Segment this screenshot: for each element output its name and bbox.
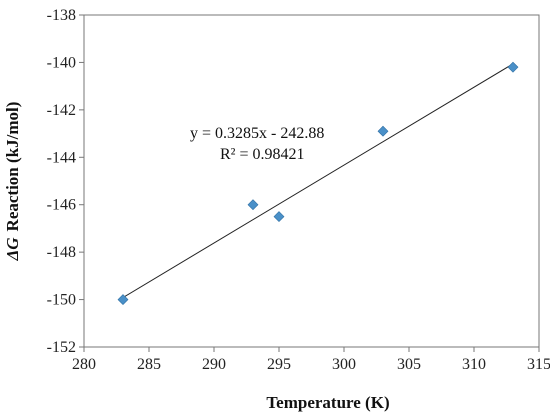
data-point bbox=[507, 61, 519, 73]
x-tick-label: 310 bbox=[462, 356, 486, 373]
y-axis-title-symbol: ΔG bbox=[3, 237, 22, 262]
data-point bbox=[247, 199, 259, 211]
trendline-equation: y = 0.3285x - 242.88 bbox=[190, 125, 324, 142]
x-tick-label: 295 bbox=[267, 356, 291, 373]
x-tick-label: 290 bbox=[202, 356, 226, 373]
y-tick-label: -150 bbox=[47, 292, 76, 309]
x-tick-label: 280 bbox=[72, 356, 96, 373]
y-axis-title: ΔG Reaction (kJ/mol) bbox=[3, 102, 22, 262]
y-tick-label: -148 bbox=[47, 244, 76, 261]
axis-ticks: 280 285 290 295 300 305 310 315 -138 -140 -142 -144… bbox=[47, 7, 550, 373]
x-axis-title: Temperature (K) bbox=[266, 393, 389, 412]
trendline-group bbox=[122, 63, 514, 298]
x-tick-label: 285 bbox=[137, 356, 161, 373]
y-axis-title-text: Reaction (kJ/mol) bbox=[3, 102, 22, 232]
y-tick-label: -144 bbox=[47, 149, 76, 166]
trendline bbox=[122, 63, 514, 298]
data-point bbox=[117, 294, 129, 305]
data-points bbox=[117, 61, 519, 305]
data-point bbox=[377, 125, 389, 137]
x-tick-label: 315 bbox=[527, 356, 550, 373]
x-tick-label: 305 bbox=[397, 356, 421, 373]
y-tick-label: -152 bbox=[47, 339, 76, 356]
data-point bbox=[273, 211, 285, 222]
y-tick-label: -142 bbox=[47, 102, 76, 119]
y-tick-label: -146 bbox=[47, 197, 76, 214]
plot-area bbox=[83, 14, 540, 348]
y-tick-label: -140 bbox=[47, 54, 76, 71]
trendline-r2: R² = 0.98421 bbox=[220, 146, 305, 163]
x-tick-label: 300 bbox=[332, 356, 356, 373]
y-tick-label: -138 bbox=[47, 7, 76, 24]
